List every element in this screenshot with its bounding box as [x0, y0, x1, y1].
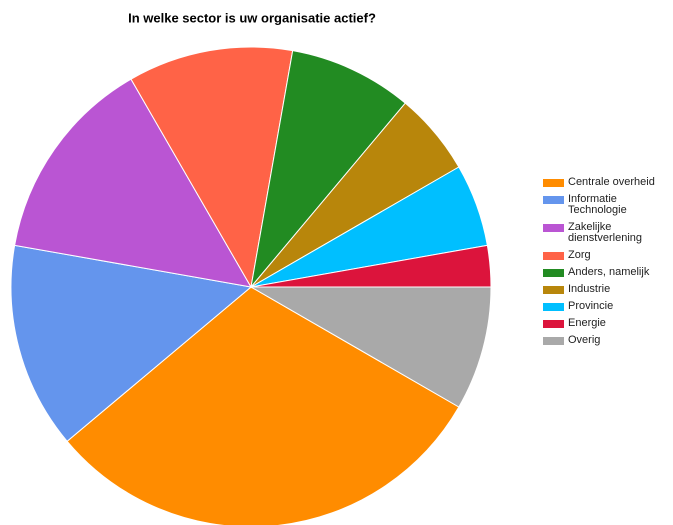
legend-swatch — [543, 303, 564, 311]
legend-label: Informatie Technologie — [568, 193, 627, 216]
legend-swatch — [543, 179, 564, 187]
pie-slice — [249, 286, 492, 408]
legend-item: Zakelijke dienstverlening — [543, 222, 673, 244]
legend-item: Provincie — [543, 301, 673, 312]
legend-swatch — [543, 320, 564, 328]
legend-label: Overig — [568, 334, 601, 346]
legend-label: Anders, namelijk — [568, 266, 650, 278]
pie-slice — [130, 46, 294, 289]
pie-slice — [66, 286, 460, 525]
legend-item: Industrie — [543, 284, 673, 295]
pie — [10, 46, 492, 525]
chart-title: In welke sector is uw organisatie actief… — [128, 10, 376, 25]
legend-item: Energie — [543, 318, 673, 329]
legend-label: Provincie — [568, 300, 614, 312]
pie-slice — [14, 78, 252, 288]
pie-slice — [250, 50, 406, 289]
legend-item: Informatie Technologie — [543, 194, 673, 216]
pie-slice — [10, 244, 253, 442]
legend-label: Zakelijke dienstverlening — [568, 221, 642, 244]
legend-label: Industrie — [568, 283, 611, 295]
legend-swatch — [543, 196, 564, 204]
legend-swatch — [543, 269, 564, 277]
legend-item: Overig — [543, 335, 673, 346]
legend-item: Zorg — [543, 250, 673, 261]
legend-label: Centrale overheid — [568, 176, 655, 188]
legend-item: Anders, namelijk — [543, 267, 673, 278]
legend: Centrale overheid Informatie Technologie Z… — [543, 177, 673, 352]
legend-item: Centrale overheid — [543, 177, 673, 188]
legend-swatch — [543, 286, 564, 294]
legend-label: Zorg — [568, 249, 591, 261]
legend-swatch — [543, 252, 564, 260]
legend-swatch — [543, 224, 564, 232]
legend-label: Energie — [568, 317, 606, 329]
legend-swatch — [543, 337, 564, 345]
